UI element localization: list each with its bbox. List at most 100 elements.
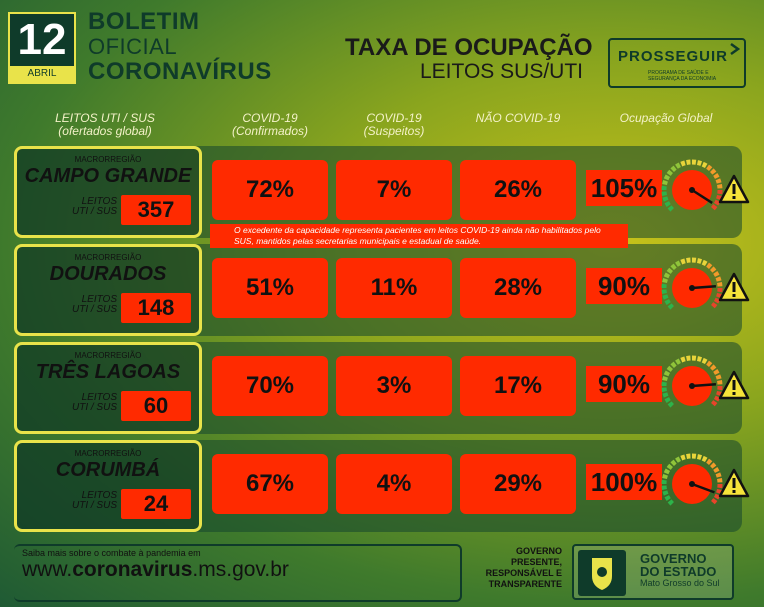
nao-covid-value: 28%	[460, 258, 576, 318]
leitos-line2: UTI / SUS	[71, 206, 117, 217]
gauge-segment	[701, 455, 708, 463]
region-name: TRÊS LAGOAS	[35, 361, 181, 383]
gauge-segment	[663, 370, 671, 377]
gauge-segment	[675, 456, 681, 463]
suspeitos-value: 3%	[336, 356, 452, 416]
gauge-segment	[667, 303, 674, 310]
gauge-segment	[713, 199, 721, 206]
gov-governo: GOVERNO	[640, 551, 707, 566]
gauge-needle	[691, 482, 715, 494]
gauge-segment	[715, 472, 722, 478]
gauge-segment	[696, 454, 703, 460]
gauge-needle	[691, 188, 713, 205]
gauge-segment	[701, 259, 708, 267]
suspeitos-value: 4%	[336, 454, 452, 514]
col-nao-covid-header: NÃO COVID-19	[475, 111, 561, 125]
gauge-segment	[701, 161, 708, 169]
gauge-segment	[715, 374, 722, 380]
prosseguir-subtitle: PROGRAMA DE SAÚDE E SEGURANÇA DA ECONOMI…	[648, 70, 717, 82]
gauge-segment	[696, 356, 703, 362]
gp-line3: RESPONSÁVEL E	[485, 568, 562, 578]
gauge-segment	[662, 179, 668, 186]
gauge-segment	[710, 266, 717, 273]
governo-presente: GOVERNO PRESENTE, RESPONSÁVEL E TRANSPAR…	[470, 546, 562, 590]
gauge-segment	[670, 263, 677, 270]
gauge-segment	[710, 462, 717, 469]
url-prefix: www.	[22, 558, 73, 581]
global-value: 105%	[586, 170, 662, 206]
col-confirmados-header: COVID-19 (Confirmados)	[212, 112, 328, 138]
leitos-line1: LEITOS	[81, 294, 117, 305]
gauge-segment	[696, 258, 703, 264]
gauge-icon	[661, 453, 723, 506]
gauge-segment	[663, 468, 671, 475]
gauge-segment	[664, 495, 671, 501]
prosseguir-name: PROSSEGUIR	[618, 48, 729, 65]
gp-line4: TRANSPARENTE	[488, 579, 562, 589]
col-confirmados-label: COVID-19	[242, 111, 298, 125]
gauge-segment	[662, 392, 669, 398]
beds-count: 357	[121, 195, 191, 225]
gauge-segment	[666, 365, 674, 372]
footer-url[interactable]: www.coronavirus.ms.gov.br	[22, 558, 289, 582]
gauge-segment	[667, 401, 674, 408]
gauge-segment	[662, 473, 668, 480]
gauge-segment	[710, 302, 718, 309]
gauge-segment	[680, 160, 686, 167]
col-suspeitos-label: COVID-19	[366, 111, 422, 125]
gauge-segment	[667, 499, 674, 506]
leitos-line1: LEITOS	[81, 196, 117, 207]
gauge-segment	[664, 201, 671, 207]
suspeitos-value: 11%	[336, 258, 452, 318]
nao-covid-value: 17%	[460, 356, 576, 416]
gauge-segment	[664, 299, 671, 305]
region-card: MACRORREGIÃO DOURADOS LEITOS UTI / SUS 14…	[14, 244, 202, 336]
gauge-segment	[662, 277, 668, 284]
suspeitos-value: 7%	[336, 160, 452, 220]
gauge-needle	[691, 383, 717, 388]
gov-line1: GOVERNO DO ESTADO	[640, 552, 716, 578]
confirmados-value: 67%	[212, 454, 328, 514]
confirmados-value: 72%	[212, 160, 328, 220]
global-value: 90%	[586, 366, 662, 402]
gauge-segment	[706, 164, 713, 172]
gauge-segment	[675, 162, 681, 169]
gauge-segment	[666, 169, 674, 176]
leitos-label: LEITOS UTI / SUS	[57, 491, 117, 511]
date-day: 12	[17, 15, 67, 64]
gauge-segment	[680, 258, 686, 265]
gauge-segment	[662, 294, 669, 300]
taxa-subtitle: LEITOS SUS/UTI	[420, 60, 583, 83]
gauge-segment	[713, 369, 720, 375]
gauge-needle	[691, 285, 717, 290]
gauge-segment	[715, 178, 722, 184]
gauge-segment	[713, 395, 721, 402]
gauge-segment	[713, 173, 720, 179]
gauge-segment	[710, 168, 717, 175]
gauge-segment	[710, 204, 718, 211]
macro-label: MACRORREGIÃO	[74, 155, 142, 164]
gauge-segment	[666, 463, 674, 470]
date-month: ABRIL	[10, 66, 74, 82]
governo-logo: GOVERNO DO ESTADO Mato Grosso do Sul	[572, 544, 734, 600]
gauge-segment	[662, 375, 668, 382]
gauge-segment	[713, 271, 720, 277]
gauge-segment	[680, 356, 686, 363]
gp-line1: GOVERNO	[515, 546, 562, 556]
gauge-segment	[662, 490, 669, 496]
gauge-segment	[666, 267, 674, 274]
beds-count: 24	[121, 489, 191, 519]
gauge-segment	[675, 260, 681, 267]
leitos-label: LEITOS UTI / SUS	[57, 197, 117, 217]
leitos-line1: LEITOS	[81, 490, 117, 501]
col-suspeitos-header: COVID-19 (Suspeitos)	[336, 112, 452, 138]
col-global-header: Ocupação Global	[619, 111, 713, 125]
region-card: MACRORREGIÃO CAMPO GRANDE LEITOS UTI / SU…	[14, 146, 202, 238]
col-leitos-sub: (ofertados global)	[58, 124, 152, 138]
gauge-hub	[689, 285, 695, 291]
gauge-segment	[680, 454, 686, 461]
gauge-segment	[713, 493, 721, 500]
gauge-hub	[689, 383, 695, 389]
gauge-segment	[670, 459, 677, 466]
gov-estado: DO ESTADO	[640, 564, 717, 579]
